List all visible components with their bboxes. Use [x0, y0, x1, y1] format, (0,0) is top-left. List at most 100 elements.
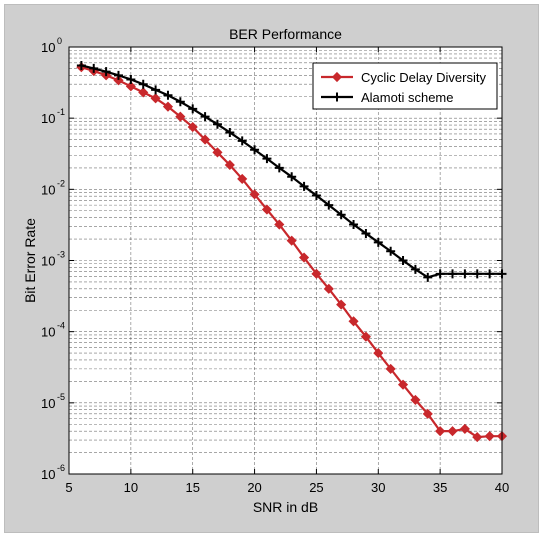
y-tick-exponent: -1 — [57, 107, 65, 117]
data-point — [261, 204, 273, 215]
data-point — [373, 348, 384, 359]
data-point — [274, 163, 284, 173]
series-cyclic-delay-diversity — [76, 62, 508, 443]
y-tick-label: 10 — [41, 40, 55, 55]
data-point — [113, 75, 124, 86]
data-point — [311, 190, 321, 200]
data-point — [397, 379, 409, 390]
data-point — [435, 426, 446, 437]
data-point — [348, 316, 359, 327]
y-tick-label: 10 — [41, 467, 55, 482]
data-point — [187, 121, 198, 133]
legend-box — [312, 62, 498, 110]
x-tick-label: 25 — [309, 480, 323, 495]
y-tick-label: 10 — [41, 111, 55, 126]
y-tick-exponent: -2 — [57, 178, 65, 188]
data-point — [410, 264, 420, 274]
data-point — [250, 145, 260, 155]
data-point — [212, 147, 223, 158]
data-point — [200, 134, 211, 145]
x-tick-label: 20 — [247, 480, 261, 495]
data-point — [336, 210, 346, 220]
data-point — [175, 111, 186, 122]
data-point — [286, 235, 297, 246]
data-point — [249, 189, 260, 200]
data-point — [447, 426, 458, 437]
data-point — [336, 299, 347, 310]
data-point — [237, 136, 247, 146]
data-point — [422, 408, 433, 419]
chart-title: BER Performance — [229, 26, 342, 42]
legend-marker — [332, 92, 342, 102]
data-point — [398, 256, 408, 265]
data-point — [472, 432, 483, 443]
data-point — [311, 268, 322, 279]
data-point — [101, 67, 111, 77]
data-point — [386, 246, 396, 256]
data-point — [188, 104, 198, 114]
data-point — [410, 394, 421, 405]
data-point — [360, 331, 371, 342]
y-tick-exponent: -6 — [57, 463, 65, 473]
y-tick-label: 10 — [41, 396, 55, 411]
data-point — [448, 269, 458, 279]
data-point — [138, 87, 149, 98]
y-tick-label: 10 — [41, 325, 55, 340]
data-point — [485, 269, 495, 279]
data-point — [225, 127, 235, 137]
data-point — [262, 154, 272, 164]
y-tick-label: 10 — [41, 254, 55, 269]
y-axis-title: Bit Error Rate — [22, 218, 38, 303]
series-alamoti-scheme — [76, 60, 507, 282]
data-point — [323, 283, 334, 294]
x-tick-label: 35 — [433, 480, 447, 495]
x-axis-title: SNR in dB — [253, 499, 318, 515]
data-point — [373, 237, 383, 247]
data-point — [151, 85, 161, 95]
data-point — [385, 363, 396, 374]
data-point — [89, 63, 99, 73]
data-point — [200, 112, 210, 122]
x-tick-label: 30 — [371, 480, 385, 495]
data-point — [224, 159, 235, 171]
y-tick-exponent: -3 — [57, 250, 65, 260]
legend-label: Cyclic Delay Diversity — [361, 70, 486, 85]
x-tick-label: 40 — [495, 480, 509, 495]
legend-marker — [331, 71, 343, 83]
legend-label: Alamoti scheme — [361, 90, 453, 105]
data-point — [126, 74, 136, 84]
data-point — [349, 220, 359, 230]
x-tick-label: 5 — [65, 480, 72, 495]
legend: Cyclic Delay Diversity Alamoti scheme — [312, 62, 498, 110]
x-tick-label: 10 — [124, 480, 138, 495]
series-layer — [76, 60, 508, 443]
data-point — [212, 119, 222, 129]
data-point — [324, 200, 334, 210]
data-point — [460, 269, 470, 279]
data-point — [484, 431, 495, 442]
data-point — [237, 173, 248, 184]
grid — [69, 47, 502, 474]
data-point — [274, 219, 285, 230]
data-point — [435, 269, 445, 279]
data-point — [162, 101, 174, 112]
data-point — [298, 252, 310, 263]
data-point — [150, 93, 161, 104]
data-point — [299, 181, 309, 191]
x-tick-label: 15 — [185, 480, 199, 495]
legend-entry: Alamoti scheme — [321, 90, 453, 105]
data-point — [423, 272, 433, 282]
data-point — [125, 81, 136, 92]
y-tick-label: 10 — [41, 182, 55, 197]
data-point — [175, 97, 185, 107]
data-point — [163, 90, 173, 100]
data-point — [138, 79, 148, 89]
figure-window: 5 10 15 20 25 30 35 40 10 0 10 -1 10 -2 10 -3 10 -4 10 -5 10… — [4, 4, 539, 533]
data-point — [459, 423, 470, 434]
data-point — [287, 172, 297, 182]
data-point — [361, 228, 371, 238]
data-point — [113, 70, 123, 80]
y-tick-exponent: 0 — [57, 36, 62, 46]
